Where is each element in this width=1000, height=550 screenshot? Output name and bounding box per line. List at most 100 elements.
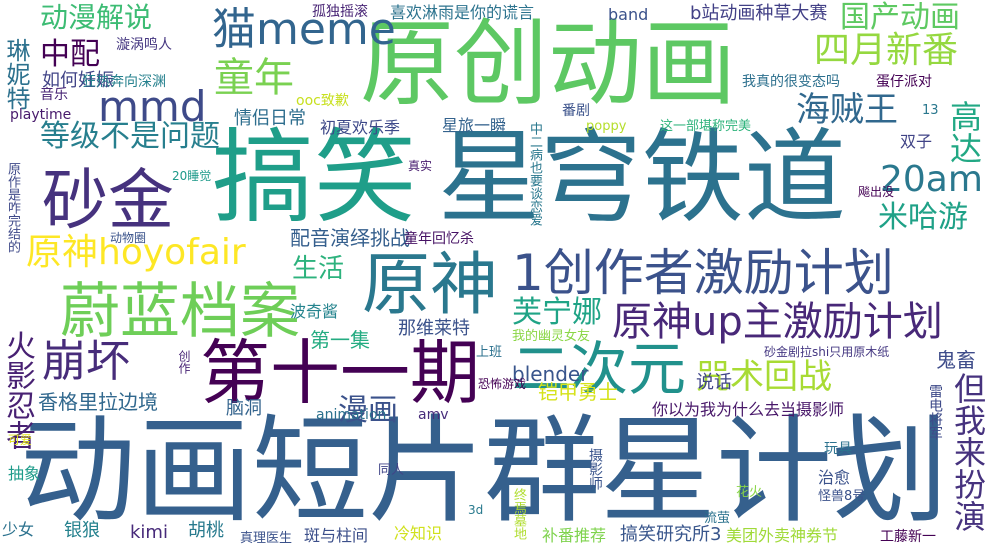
word-cloud-word[interactable]: 情侣日常 bbox=[234, 108, 306, 129]
word-cloud-word[interactable]: 飚出没 bbox=[858, 185, 895, 199]
word-cloud-word[interactable]: 海贼王 bbox=[796, 90, 898, 130]
word-cloud-word[interactable]: 原神up主激励计划 bbox=[612, 299, 943, 345]
word-cloud-word[interactable]: 第一集 bbox=[310, 328, 370, 352]
word-cloud-word[interactable]: blender bbox=[512, 362, 589, 386]
word-cloud-word[interactable]: 抽象 bbox=[8, 464, 41, 483]
word-cloud-word[interactable]: 星旅一瞬 bbox=[442, 116, 507, 135]
word-cloud-word[interactable]: 工藤新一 bbox=[880, 529, 936, 545]
word-cloud-word[interactable]: 四月新番 bbox=[814, 30, 959, 71]
word-cloud-word[interactable]: 二次元 bbox=[512, 335, 687, 403]
word-cloud-word[interactable]: 雷电将军 bbox=[927, 384, 943, 440]
word-cloud-word[interactable]: 冷知识 bbox=[394, 524, 443, 543]
word-cloud-word[interactable]: 终焉墓地 bbox=[511, 488, 526, 540]
word-cloud-word[interactable]: playtime bbox=[10, 107, 72, 123]
word-cloud-word[interactable]: poppy bbox=[586, 119, 627, 134]
word-cloud-word[interactable]: 高达 bbox=[945, 100, 983, 164]
word-cloud-word[interactable]: 我真的很变态吗 bbox=[742, 74, 840, 90]
word-cloud-word[interactable]: 芙宁娜 bbox=[512, 295, 602, 330]
word-cloud-word[interactable]: 银狼 bbox=[64, 520, 100, 541]
word-cloud-word[interactable]: b站动画种草大赛 bbox=[690, 3, 828, 24]
word-cloud-word[interactable]: 搞笑 bbox=[212, 119, 416, 238]
word-cloud-word[interactable]: 咒术回战 bbox=[696, 357, 832, 397]
word-cloud-word[interactable]: 动画短片群星计划 bbox=[20, 404, 948, 539]
word-cloud-word[interactable]: 说话 bbox=[696, 372, 732, 393]
word-cloud-word[interactable]: 童年回忆杀 bbox=[404, 231, 474, 247]
word-cloud-word[interactable]: 胡桃 bbox=[188, 520, 224, 541]
word-cloud-word[interactable]: 生活 bbox=[292, 254, 345, 284]
word-cloud-word[interactable]: 中二病也要谈恋爱 bbox=[527, 122, 542, 226]
word-cloud-word[interactable]: 3d bbox=[468, 503, 484, 517]
word-cloud-word[interactable]: 原神hoyofair bbox=[26, 232, 246, 273]
word-cloud-word[interactable]: 香格里拉边境 bbox=[38, 390, 158, 414]
word-cloud-word[interactable]: 中配 bbox=[40, 37, 100, 72]
word-cloud-word[interactable]: 20am bbox=[880, 159, 983, 200]
word-cloud-word[interactable]: 你以为我为什么去当摄影师 bbox=[652, 400, 845, 419]
word-cloud-word[interactable]: 上班 bbox=[476, 345, 503, 360]
word-cloud-word[interactable]: 孤独摇滚 bbox=[312, 4, 368, 20]
word-cloud-word[interactable]: 如何妊娠 bbox=[42, 70, 114, 91]
word-cloud-word[interactable]: 星穹铁道 bbox=[438, 119, 846, 238]
word-cloud-word[interactable]: 国产动画 bbox=[840, 0, 960, 35]
word-cloud-word[interactable]: 真实 bbox=[408, 159, 433, 173]
word-cloud-word[interactable]: band bbox=[608, 5, 649, 24]
word-cloud-word[interactable]: 音乐 bbox=[40, 87, 68, 103]
word-cloud-word[interactable]: 崩坏 bbox=[42, 336, 130, 387]
word-cloud-word[interactable]: 可爱 bbox=[8, 433, 33, 447]
word-cloud-word[interactable]: 美团外卖神券节 bbox=[726, 526, 839, 545]
word-cloud-word[interactable]: mmd bbox=[98, 82, 207, 131]
word-cloud-word[interactable]: ooc致歉 bbox=[296, 93, 349, 109]
word-cloud-word[interactable]: 动漫解说 bbox=[40, 1, 153, 34]
word-cloud-word[interactable]: 漫画 bbox=[338, 393, 398, 428]
word-cloud-word[interactable]: 这一部堪称完美 bbox=[660, 119, 752, 134]
word-cloud-word[interactable]: 搞笑研究所3 bbox=[620, 524, 722, 545]
word-cloud-word[interactable]: 蛋仔派对 bbox=[876, 74, 932, 90]
word-cloud-word[interactable]: 13 bbox=[922, 103, 939, 118]
word-cloud-word[interactable]: 火影忍者 bbox=[0, 330, 35, 450]
word-cloud-word[interactable]: 摄影师 bbox=[587, 448, 603, 490]
word-cloud-word[interactable]: 鬼畜 bbox=[936, 348, 976, 372]
word-cloud-word[interactable]: kimi bbox=[130, 522, 168, 543]
word-cloud-word[interactable]: 猫meme bbox=[212, 4, 396, 55]
word-cloud-word[interactable]: 流萤 bbox=[704, 511, 731, 526]
word-cloud-word[interactable]: 怪兽8号 bbox=[818, 489, 866, 504]
word-cloud-word[interactable]: 20睡觉 bbox=[172, 169, 212, 183]
word-cloud-word[interactable]: animation bbox=[316, 407, 387, 423]
word-cloud-word[interactable]: 但我来扮演 bbox=[949, 372, 987, 532]
word-cloud-word[interactable]: 少女 bbox=[2, 520, 35, 539]
word-cloud-word[interactable]: 我的幽灵女友 bbox=[512, 329, 591, 344]
word-cloud-word[interactable]: 漩涡鸣人 bbox=[116, 37, 172, 53]
word-cloud-word[interactable]: amv bbox=[418, 407, 449, 423]
word-cloud-word[interactable]: 创作 bbox=[177, 350, 191, 374]
word-cloud-word[interactable]: 第十一期 bbox=[200, 332, 480, 414]
word-cloud-word[interactable]: 配音演绎挑战 bbox=[290, 226, 410, 250]
word-cloud-word[interactable]: 原神 bbox=[362, 246, 499, 325]
word-cloud-word[interactable]: 狂热奔向深渊 bbox=[82, 74, 166, 90]
word-cloud-word[interactable]: 砂金剧拉shi只用原木纸 bbox=[764, 345, 890, 359]
word-cloud-word[interactable]: 治愈 bbox=[818, 468, 851, 487]
word-cloud-word[interactable]: 原创动画 bbox=[360, 10, 737, 119]
word-cloud-word[interactable]: 斑与柱间 bbox=[304, 526, 369, 545]
word-cloud-word[interactable]: 补番推荐 bbox=[542, 526, 607, 545]
word-cloud-word[interactable]: 等级不是问题 bbox=[40, 119, 220, 154]
word-cloud-word[interactable]: 砂金 bbox=[42, 162, 174, 239]
word-cloud-word[interactable]: 琳妮特 bbox=[2, 38, 30, 110]
word-cloud-word[interactable]: 1创作者激励计划 bbox=[512, 244, 894, 302]
word-cloud-word[interactable]: 初夏欢乐季 bbox=[320, 118, 401, 137]
word-cloud-word[interactable]: 恐怖游戏 bbox=[478, 377, 527, 391]
word-cloud-word[interactable]: 番剧 bbox=[562, 103, 590, 119]
word-cloud-word[interactable]: 真理医生 bbox=[240, 531, 293, 546]
word-cloud-word[interactable]: 花火 bbox=[736, 485, 763, 500]
word-cloud-word[interactable]: 铠甲勇士 bbox=[538, 380, 618, 404]
word-cloud-word[interactable]: 那维莱特 bbox=[398, 318, 470, 339]
word-cloud-word[interactable]: 波奇酱 bbox=[290, 302, 339, 321]
word-cloud-word[interactable]: 米哈游 bbox=[878, 200, 968, 235]
word-cloud-word[interactable]: 动物圈 bbox=[110, 231, 147, 245]
word-cloud-word[interactable]: 同人 bbox=[378, 463, 405, 478]
word-cloud-word[interactable]: 双子 bbox=[900, 132, 933, 151]
word-cloud-word[interactable]: 玩具 bbox=[824, 441, 852, 457]
word-cloud-word[interactable]: 原作是咋完结的 bbox=[5, 162, 20, 253]
word-cloud-word[interactable]: 童年 bbox=[214, 55, 294, 101]
word-cloud-word[interactable]: 喜欢淋雨是你的谎言 bbox=[390, 3, 535, 22]
word-cloud-word[interactable]: 脑洞 bbox=[226, 398, 262, 419]
word-cloud-word[interactable]: 蔚蓝档案 bbox=[60, 277, 300, 347]
